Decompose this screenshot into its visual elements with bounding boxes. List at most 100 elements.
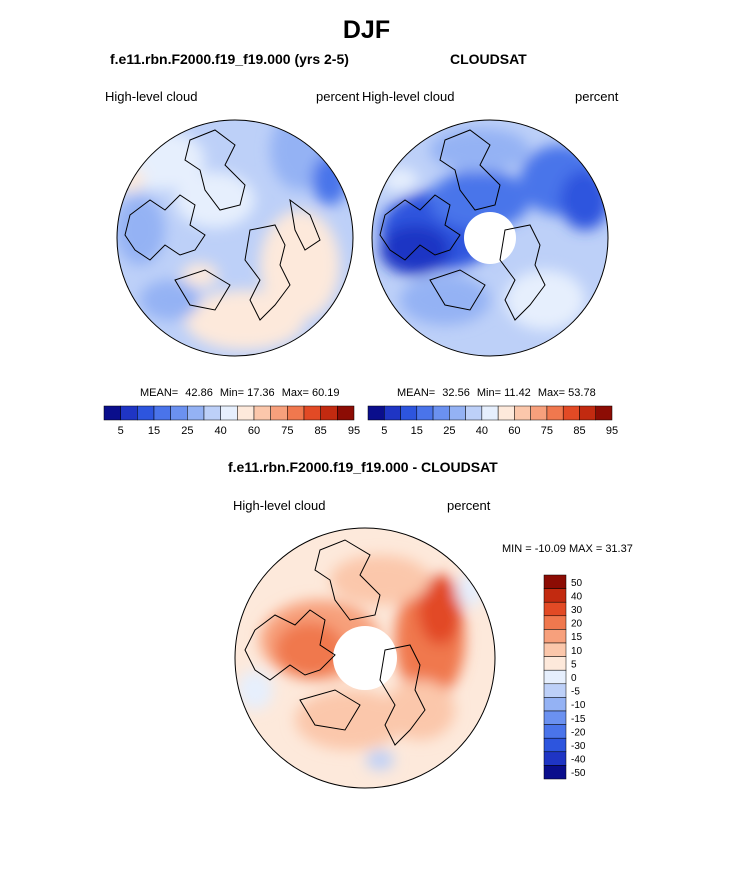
panel2-title: CLOUDSAT (450, 51, 527, 67)
colorbar-tick-label: 25 (443, 425, 455, 437)
panel2-left-label: High-level cloud (362, 89, 455, 104)
mean-value: 42.86 (185, 387, 213, 399)
min-label: Min= (476, 387, 502, 399)
colorbar-box (320, 405, 338, 421)
colorbar-box (187, 405, 205, 421)
figure-title: DJF (342, 16, 391, 44)
mean-value: 32.56 (442, 387, 470, 399)
colorbar-tick-label: -10 (571, 700, 586, 711)
panel2-units: percent (575, 89, 619, 104)
pole-hole (333, 626, 397, 690)
panel1-left-label: High-level cloud (105, 89, 198, 104)
max-value: 60.19 (311, 387, 340, 399)
colorbar-box (546, 405, 564, 421)
colorbar-box (220, 405, 238, 421)
colorbar-tick-label: 50 (571, 578, 583, 589)
colorbar-box (579, 405, 596, 421)
colorbar-tick-label: 60 (508, 425, 520, 437)
colorbar-box (120, 405, 138, 421)
colorbar-box (543, 765, 567, 780)
colorbar-box (416, 405, 434, 421)
colorbar-tick-label: 95 (348, 425, 360, 437)
colorbar-tick-label: 85 (573, 425, 585, 437)
mean-label: MEAN= (140, 387, 179, 399)
colorbar-box (384, 405, 401, 421)
colorbar-box (432, 405, 450, 421)
colorbar-box (562, 405, 580, 421)
colorbar-tick-label: 60 (248, 425, 260, 437)
colorbar-box (103, 405, 121, 421)
colorbar-box (303, 405, 321, 421)
colorbar-box (543, 601, 567, 617)
panel1-map (116, 119, 354, 357)
min-label: Min= (219, 387, 245, 399)
colorbar-tick-label: 25 (181, 425, 193, 437)
colorbar-box (481, 405, 499, 421)
pole-hole (464, 212, 516, 264)
mean-label: MEAN= (397, 387, 436, 399)
colorbar-box (253, 405, 271, 421)
colorbar-box (367, 405, 385, 421)
panel1-units: percent (316, 89, 360, 104)
colorbar-tick-label: 15 (148, 425, 160, 437)
colorbar-box (170, 405, 188, 421)
map-border (371, 119, 609, 357)
colorbar-box (543, 669, 567, 685)
map-border (234, 527, 496, 789)
min-value: 17.36 (247, 387, 275, 399)
max-label: Max= (281, 387, 309, 399)
colorbar-box (237, 405, 255, 421)
coastlines (124, 129, 321, 321)
map-border (116, 119, 354, 357)
colorbar-box (465, 405, 483, 421)
colorbar-tick-label: -50 (571, 768, 586, 779)
panel3-left-label: High-level cloud (233, 498, 326, 513)
colorbar-tick-label: 30 (571, 605, 583, 616)
colorbar-box (543, 629, 567, 644)
colorbar-tick-label: 20 (571, 619, 583, 630)
panel1-stats: MEAN= 42.86 Min= 17.36 Max= 60.19 (140, 387, 340, 399)
panel3-units: percent (447, 498, 491, 513)
colorbar-tick-label: -40 (571, 755, 586, 766)
colorbar-tick-label: 40 (215, 425, 227, 437)
colorbar-box (543, 710, 567, 725)
panel3-title: f.e11.rbn.F2000.f19_f19.000 - CLOUDSAT (228, 459, 498, 475)
cloud-field (380, 128, 608, 330)
colorbar-tick-label: 95 (606, 425, 618, 437)
colorbar-tick-label: 5 (571, 659, 577, 670)
colorbar-box (497, 405, 515, 421)
colorbar-tick-label: 15 (411, 425, 423, 437)
colorbar-tick-label: 85 (315, 425, 327, 437)
colorbar-tick-label: 40 (571, 591, 583, 602)
colorbar-tick-label: -20 (571, 727, 586, 738)
colorbar-box (449, 405, 466, 421)
panel2-map (371, 119, 609, 357)
panel2-colorbar: 5 15 25 40 60 75 85 95 (367, 405, 618, 437)
max-value: 53.78 (568, 387, 596, 399)
colorbar-box (543, 697, 567, 712)
colorbar-tick-label: 40 (476, 425, 488, 437)
colorbar-tick-label: 0 (571, 673, 577, 684)
colorbar-box (270, 405, 288, 421)
min-value: 11.42 (504, 387, 531, 399)
colorbar-box (543, 751, 567, 766)
colorbar-tick-label: 5 (118, 425, 124, 437)
colorbar-box (543, 656, 567, 671)
coastlines (379, 129, 546, 321)
coastlines (244, 539, 426, 746)
colorbar-box (543, 737, 567, 753)
colorbar-box (203, 405, 221, 421)
colorbar-box (400, 405, 418, 421)
panel1-colorbar: 5 15 25 40 60 75 85 95 (103, 405, 360, 437)
colorbar-box (337, 405, 355, 421)
colorbar-tick-label: 75 (541, 425, 553, 437)
colorbar-box (530, 405, 548, 421)
colorbar-box (287, 405, 305, 421)
panel3-minmax: MIN = -10.09 MAX = 31.37 (502, 543, 633, 555)
colorbar-tick-label: -5 (571, 687, 580, 698)
colorbar-box (543, 574, 567, 589)
colorbar-box (543, 642, 567, 657)
colorbar-tick-label: 10 (571, 646, 583, 657)
colorbar-tick-label: 75 (281, 425, 293, 437)
